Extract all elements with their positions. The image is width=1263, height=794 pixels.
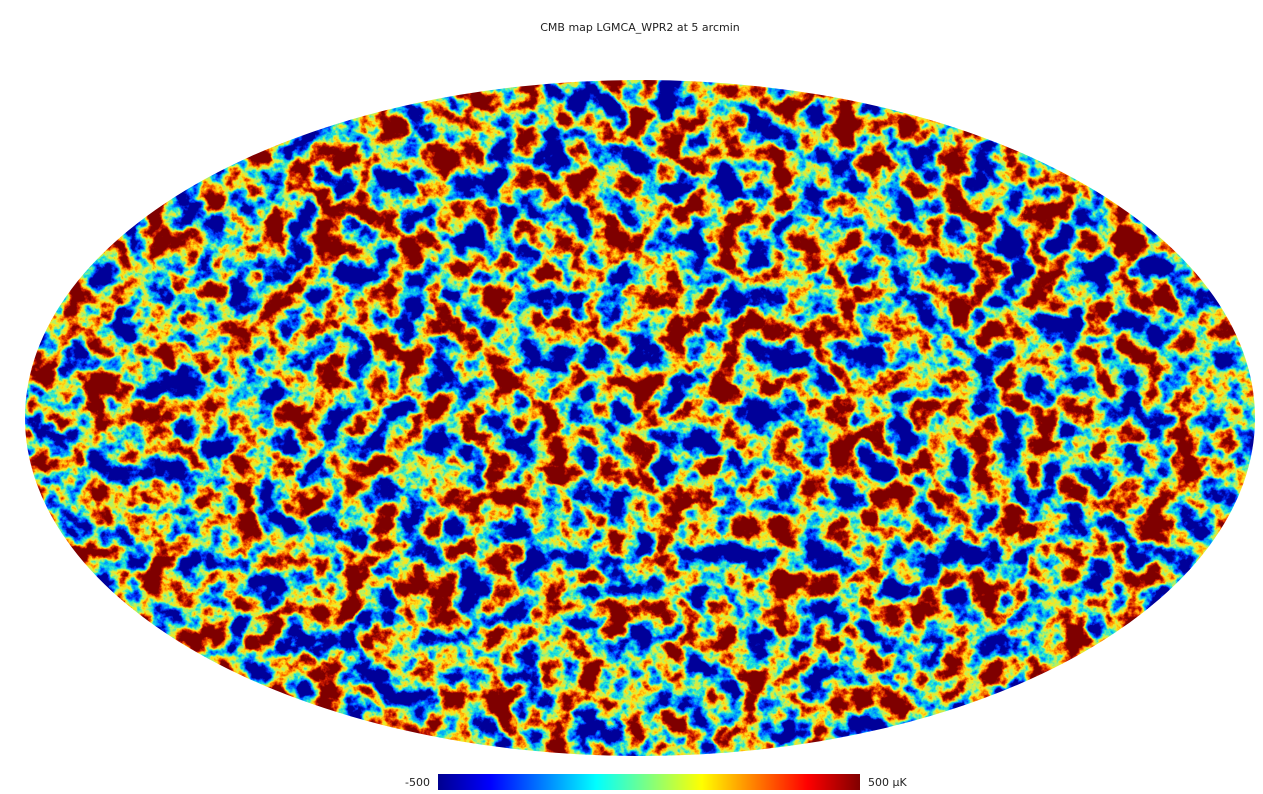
map-title: CMB map LGMCA_WPR2 at 5 arcmin	[540, 21, 740, 34]
colorbar-max-label: 500 µK	[868, 776, 907, 789]
temperature-field	[25, 80, 1255, 756]
colorbar-min-label: -500	[405, 776, 430, 789]
colorbar	[438, 774, 860, 790]
sky-map	[25, 80, 1255, 756]
